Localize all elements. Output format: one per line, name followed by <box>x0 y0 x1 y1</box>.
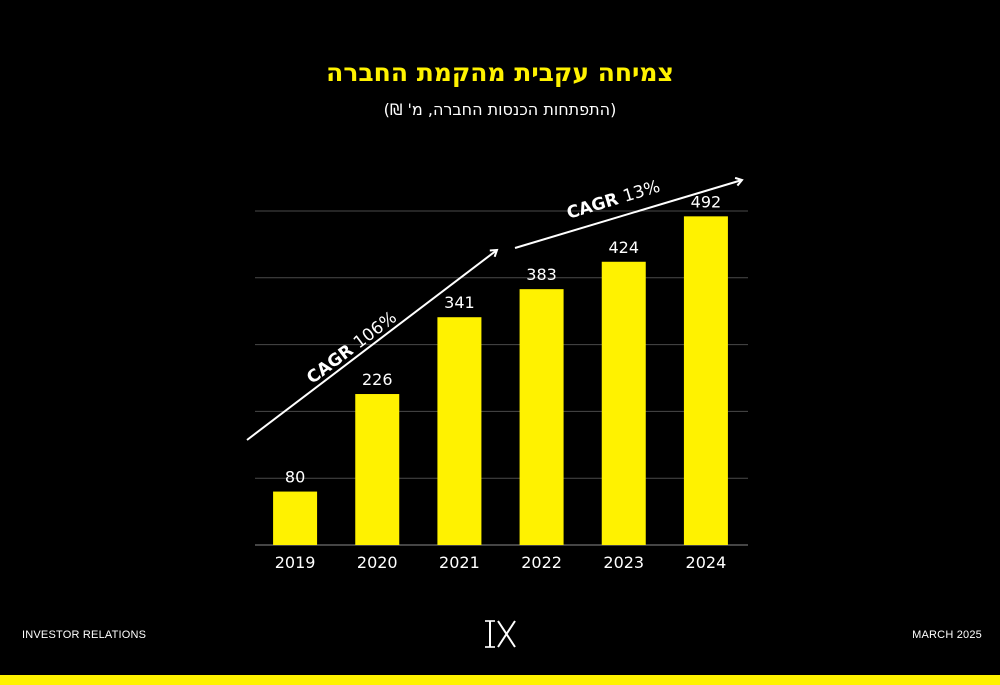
bottom-accent-bar <box>0 675 1000 685</box>
cagr-label-2: CAGR 13% <box>565 177 663 224</box>
date-label: MARCH 2025 <box>912 629 982 641</box>
data-label-2020: 226 <box>362 370 393 389</box>
x-tick-2019: 2019 <box>275 553 316 572</box>
grid-lines <box>255 210 748 546</box>
bar-2024 <box>683 216 728 545</box>
x-tick-2021: 2021 <box>439 553 480 572</box>
cagr-annotations: CAGR 106%CAGR 13% <box>246 176 744 441</box>
x-tick-2024: 2024 <box>686 553 727 572</box>
bar-2021 <box>437 317 482 545</box>
x-tick-2020: 2020 <box>357 553 398 572</box>
data-label-2019: 80 <box>285 468 305 487</box>
x-tick-labels: 2019 2020 2021 2022 2023 2024 <box>275 553 727 572</box>
cagr-arrow-1 <box>246 248 499 441</box>
bar-2020 <box>355 394 400 545</box>
bar-2023 <box>601 261 646 545</box>
bar-2022 <box>519 289 564 545</box>
x-tick-2022: 2022 <box>521 553 562 572</box>
x-tick-2023: 2023 <box>603 553 644 572</box>
bars <box>273 216 728 545</box>
data-label-2024: 492 <box>691 192 722 211</box>
chart-title: צמיחה עקבית מהקמת החברה <box>326 58 674 87</box>
bar-2019 <box>273 491 318 545</box>
investor-relations-label: INVESTOR RELATIONS <box>22 629 147 641</box>
cagr-arrow-2 <box>514 176 744 249</box>
chart-subtitle: (התפתחות הכנסות החברה, מ' ₪) <box>383 100 617 119</box>
data-labels: 80 226 341 383 424 492 <box>285 192 721 486</box>
data-label-2022: 383 <box>526 265 557 284</box>
ix-logo <box>485 620 516 648</box>
data-label-2023: 424 <box>608 238 639 257</box>
data-label-2021: 341 <box>444 293 475 312</box>
